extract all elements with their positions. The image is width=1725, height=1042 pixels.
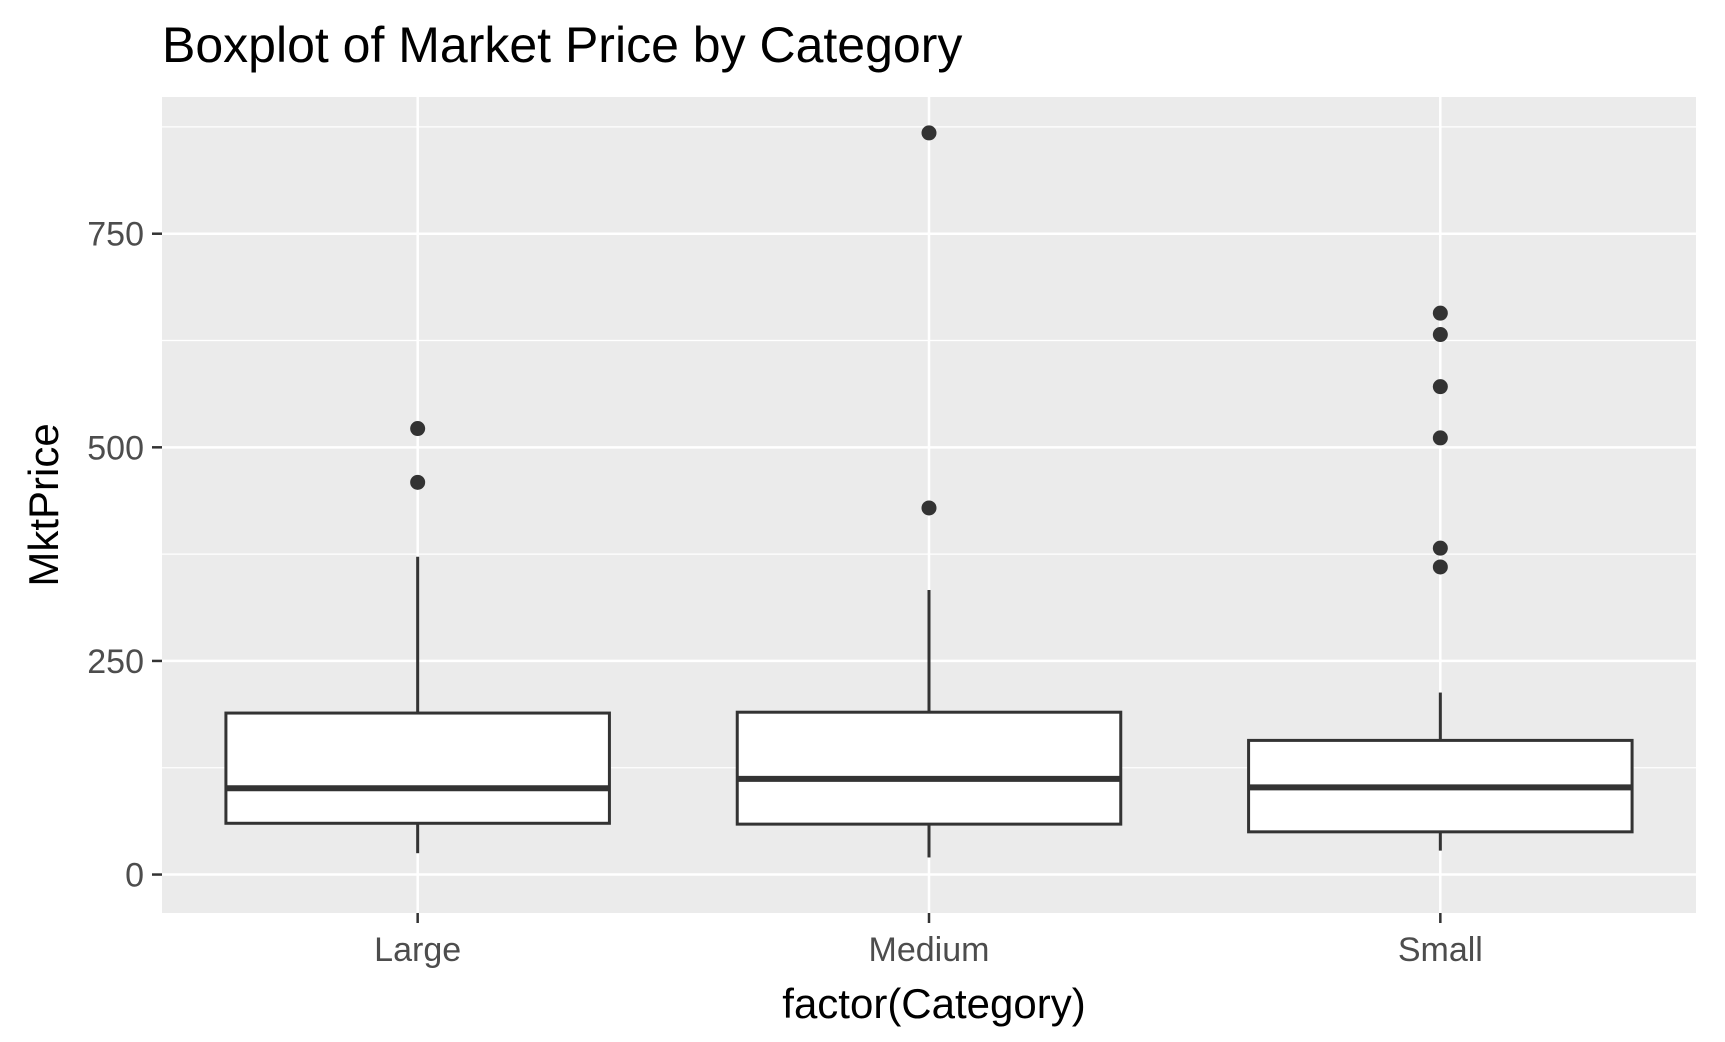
box-small bbox=[1247, 305, 1634, 851]
outlier-point bbox=[1432, 430, 1448, 446]
axis-layer: 0 250 500 750 Large Medium Small bbox=[87, 216, 1483, 969]
chart-title: Boxplot of Market Price by Category bbox=[162, 17, 962, 73]
box-medium bbox=[735, 125, 1123, 858]
y-tick-label: 750 bbox=[87, 216, 144, 254]
x-tick-label: Large bbox=[374, 931, 461, 969]
outlier-point bbox=[1432, 379, 1448, 395]
box-layer bbox=[224, 125, 1634, 858]
box-large bbox=[224, 421, 611, 854]
y-tick-label: 500 bbox=[87, 429, 144, 467]
outlier-point bbox=[1432, 327, 1448, 343]
outlier-point bbox=[1432, 540, 1448, 556]
y-axis-title: MktPrice bbox=[20, 423, 67, 586]
x-axis-title: factor(Category) bbox=[782, 980, 1085, 1027]
outlier-point bbox=[1432, 559, 1448, 575]
y-tick-label: 0 bbox=[125, 857, 144, 895]
iqr-box bbox=[735, 710, 1123, 826]
outlier-point bbox=[1432, 305, 1448, 321]
outlier-point bbox=[410, 421, 426, 437]
outlier-point bbox=[921, 125, 937, 141]
outlier-point bbox=[410, 474, 426, 490]
x-tick-label: Medium bbox=[869, 931, 990, 969]
x-tick-label: Small bbox=[1398, 931, 1483, 969]
y-tick-label: 250 bbox=[87, 643, 144, 681]
iqr-box bbox=[224, 711, 611, 825]
outlier-point bbox=[921, 500, 937, 516]
